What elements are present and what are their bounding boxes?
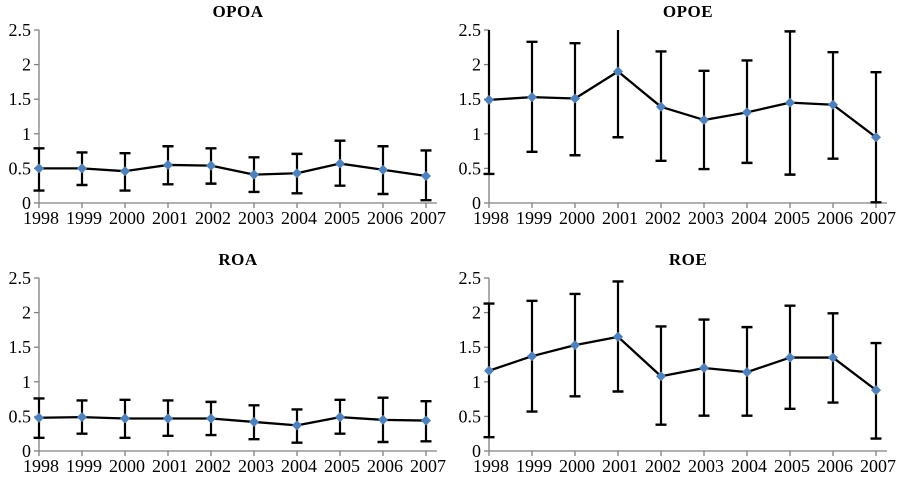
- svg-text:1998: 1998: [473, 456, 509, 476]
- roa-chart-canvas: 0 0.5 1 1.5 2 2.5 1998 1999 2000 2001 2002 2003 2004…: [9, 268, 447, 476]
- svg-text:2: 2: [22, 303, 31, 323]
- svg-text:0.5: 0.5: [459, 406, 482, 426]
- svg-text:2007: 2007: [410, 456, 446, 476]
- svg-text:2007: 2007: [860, 208, 896, 228]
- svg-text:0.5: 0.5: [459, 158, 482, 178]
- svg-text:2.5: 2.5: [459, 268, 482, 288]
- svg-text:1: 1: [22, 124, 31, 144]
- svg-text:2006: 2006: [817, 456, 853, 476]
- svg-text:2000: 2000: [559, 208, 595, 228]
- svg-text:2004: 2004: [281, 208, 317, 228]
- opoa-chart-canvas: 0 0.5 1 1.5 2 2.5 1998 1999 2000 2001 2002 2003 2004…: [9, 20, 447, 228]
- svg-text:2.5: 2.5: [9, 20, 32, 40]
- svg-text:2001: 2001: [152, 208, 188, 228]
- svg-text:2002: 2002: [645, 456, 681, 476]
- svg-text:1.5: 1.5: [459, 337, 482, 357]
- svg-text:2003: 2003: [238, 208, 274, 228]
- chart-panel-opoa: OPOA 0 0.5 1 1.5 2 2.5 1998 1999 2000 2001 2002 200…: [0, 0, 450, 248]
- svg-text:2002: 2002: [645, 208, 681, 228]
- svg-text:2001: 2001: [152, 456, 188, 476]
- svg-text:0: 0: [472, 441, 481, 461]
- svg-text:0: 0: [22, 441, 31, 461]
- svg-text:1999: 1999: [516, 208, 552, 228]
- svg-text:1.5: 1.5: [459, 89, 482, 109]
- chart-title-opoe: OPOE: [662, 2, 714, 21]
- svg-text:2006: 2006: [367, 456, 403, 476]
- svg-text:2004: 2004: [281, 456, 317, 476]
- svg-text:2.5: 2.5: [9, 268, 32, 288]
- svg-text:2000: 2000: [109, 456, 145, 476]
- svg-text:2005: 2005: [774, 208, 810, 228]
- opoe-chart-canvas: 0 0.5 1 1.5 2 2.5 1998 1999 2000 2001 2002 2003 2004…: [459, 20, 897, 228]
- svg-text:2000: 2000: [559, 456, 595, 476]
- roe-chart-canvas: 0 0.5 1 1.5 2 2.5 1998 1999 2000 2001 2002 2003 2004…: [459, 268, 897, 476]
- svg-text:1: 1: [22, 372, 31, 392]
- svg-text:2: 2: [22, 55, 31, 75]
- svg-text:2002: 2002: [195, 456, 231, 476]
- svg-text:1999: 1999: [66, 208, 102, 228]
- svg-text:2000: 2000: [109, 208, 145, 228]
- svg-text:1.5: 1.5: [9, 337, 32, 357]
- svg-text:2007: 2007: [410, 208, 446, 228]
- svg-text:2006: 2006: [817, 208, 853, 228]
- chart-panel-roa: ROA 0 0.5 1 1.5 2 2.5 1998 1999 2000 2001 2002 2003…: [0, 248, 450, 496]
- svg-text:0: 0: [472, 193, 481, 213]
- chart-panel-opoe: OPOE 0 0.5 1 1.5 2 2.5 1998 1999 2000 2001 2002 200…: [450, 0, 901, 248]
- svg-text:1998: 1998: [23, 456, 59, 476]
- svg-text:0.5: 0.5: [9, 158, 32, 178]
- svg-text:0.5: 0.5: [9, 406, 32, 426]
- svg-text:1999: 1999: [66, 456, 102, 476]
- svg-text:2: 2: [472, 303, 481, 323]
- chart-title-opoa: OPOA: [212, 2, 264, 21]
- svg-text:1: 1: [472, 124, 481, 144]
- svg-text:2004: 2004: [731, 456, 767, 476]
- svg-text:2001: 2001: [602, 208, 638, 228]
- chart-panel-roe: ROE 0 0.5 1 1.5 2 2.5 1998 1999 2000 2001 2002 2003…: [450, 248, 901, 496]
- svg-text:2003: 2003: [688, 208, 724, 228]
- svg-text:2005: 2005: [324, 208, 360, 228]
- svg-text:2003: 2003: [238, 456, 274, 476]
- svg-text:1.5: 1.5: [9, 89, 32, 109]
- svg-text:2005: 2005: [774, 456, 810, 476]
- svg-text:2004: 2004: [731, 208, 767, 228]
- chart-title-roe: ROE: [668, 250, 708, 269]
- svg-text:2006: 2006: [367, 208, 403, 228]
- svg-text:1999: 1999: [516, 456, 552, 476]
- svg-text:2003: 2003: [688, 456, 724, 476]
- svg-text:2002: 2002: [195, 208, 231, 228]
- svg-text:2007: 2007: [860, 456, 896, 476]
- svg-text:2: 2: [472, 55, 481, 75]
- svg-text:1998: 1998: [473, 208, 509, 228]
- svg-text:2.5: 2.5: [459, 20, 482, 40]
- svg-text:2005: 2005: [324, 456, 360, 476]
- svg-text:2001: 2001: [602, 456, 638, 476]
- chart-title-roa: ROA: [218, 250, 258, 269]
- svg-text:1: 1: [472, 372, 481, 392]
- svg-text:1998: 1998: [23, 208, 59, 228]
- svg-text:0: 0: [22, 193, 31, 213]
